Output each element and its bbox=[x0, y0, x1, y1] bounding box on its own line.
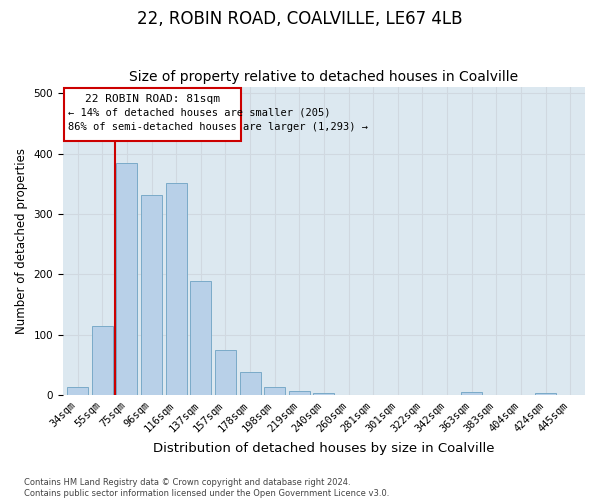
Bar bbox=[215, 350, 236, 395]
FancyBboxPatch shape bbox=[64, 88, 241, 142]
X-axis label: Distribution of detached houses by size in Coalville: Distribution of detached houses by size … bbox=[153, 442, 495, 455]
Bar bbox=[338, 394, 359, 395]
Text: 86% of semi-detached houses are larger (1,293) →: 86% of semi-detached houses are larger (… bbox=[68, 122, 368, 132]
Bar bbox=[264, 388, 285, 395]
Title: Size of property relative to detached houses in Coalville: Size of property relative to detached ho… bbox=[130, 70, 518, 85]
Bar bbox=[289, 391, 310, 395]
Bar bbox=[190, 281, 211, 395]
Text: ← 14% of detached houses are smaller (205): ← 14% of detached houses are smaller (20… bbox=[68, 108, 331, 118]
Bar bbox=[239, 372, 260, 395]
Text: 22 ROBIN ROAD: 81sqm: 22 ROBIN ROAD: 81sqm bbox=[85, 94, 220, 104]
Bar bbox=[461, 392, 482, 395]
Y-axis label: Number of detached properties: Number of detached properties bbox=[15, 148, 28, 334]
Bar bbox=[67, 388, 88, 395]
Text: Contains HM Land Registry data © Crown copyright and database right 2024.
Contai: Contains HM Land Registry data © Crown c… bbox=[24, 478, 389, 498]
Bar bbox=[116, 162, 137, 395]
Bar bbox=[141, 194, 162, 395]
Bar bbox=[313, 393, 334, 395]
Bar bbox=[535, 393, 556, 395]
Text: 22, ROBIN ROAD, COALVILLE, LE67 4LB: 22, ROBIN ROAD, COALVILLE, LE67 4LB bbox=[137, 10, 463, 28]
Bar bbox=[166, 182, 187, 395]
Bar bbox=[92, 326, 113, 395]
